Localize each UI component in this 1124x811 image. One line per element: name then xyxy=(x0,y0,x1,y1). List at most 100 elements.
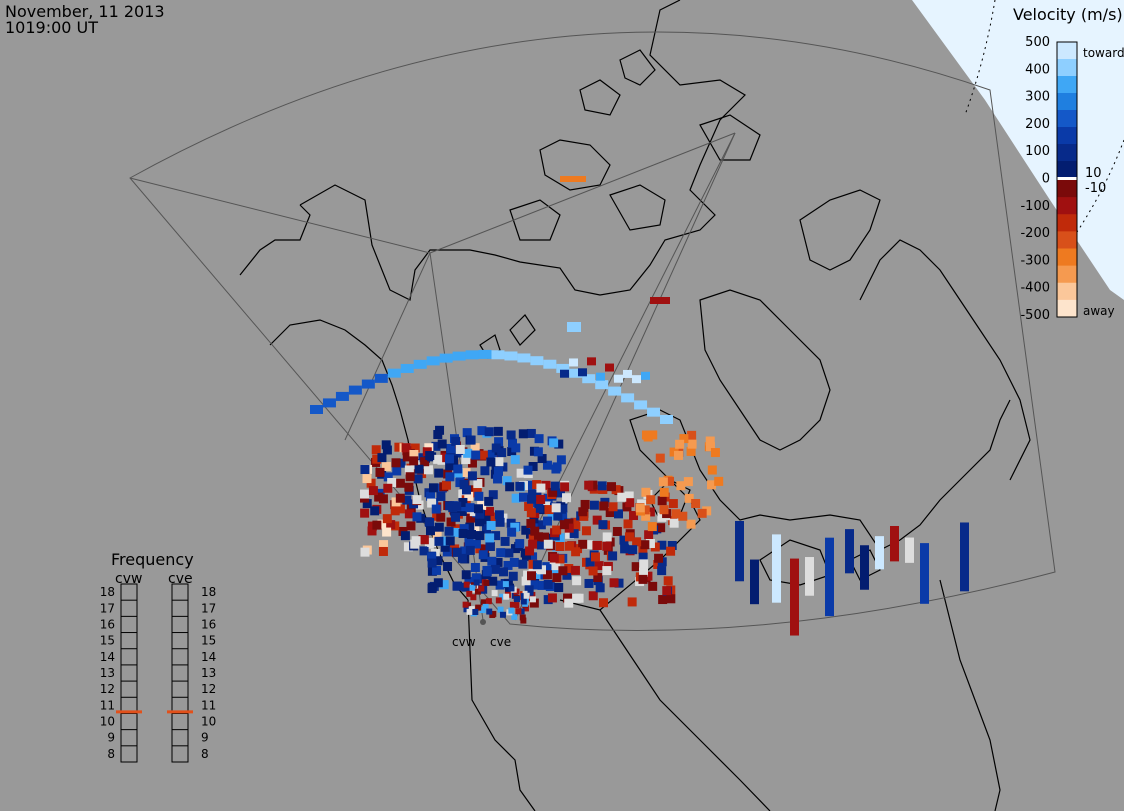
backscatter-cell xyxy=(589,500,599,510)
backscatter-cell xyxy=(382,445,392,455)
backscatter-cell xyxy=(455,444,465,454)
backscatter-cell xyxy=(413,359,427,369)
backscatter-cell xyxy=(543,359,557,369)
backscatter-cell xyxy=(484,427,494,437)
backscatter-cell xyxy=(491,531,501,541)
backscatter-cell xyxy=(406,504,416,514)
backscatter-cell xyxy=(564,541,574,551)
backscatter-cell xyxy=(436,491,446,501)
backscatter-cell xyxy=(502,476,512,486)
backscatter-cell xyxy=(439,536,449,546)
backscatter-cell xyxy=(547,593,557,603)
backscatter-cell xyxy=(497,448,507,458)
backscatter-cell xyxy=(515,539,525,549)
backscatter-cell xyxy=(562,493,572,503)
backscatter-cell xyxy=(570,565,580,575)
backscatter-cell xyxy=(419,546,429,556)
backscatter-cell xyxy=(552,462,562,472)
backscatter-cell xyxy=(530,356,544,366)
backscatter-cell xyxy=(536,483,546,493)
backscatter-cell xyxy=(461,570,471,580)
backscatter-cell xyxy=(563,593,573,603)
backscatter-cell xyxy=(571,521,581,531)
backscatter-cell xyxy=(671,509,681,519)
frequency-legend-title: Frequency xyxy=(111,550,194,569)
backscatter-cell xyxy=(860,545,869,590)
backscatter-cell xyxy=(383,483,393,493)
backscatter-cell xyxy=(360,489,370,499)
backscatter-cell xyxy=(465,503,475,513)
backscatter-cell xyxy=(445,472,455,482)
backscatter-cell xyxy=(503,560,513,570)
backscatter-cell xyxy=(362,499,372,509)
backscatter-cell xyxy=(706,480,716,490)
backscatter-cell xyxy=(667,540,677,550)
backscatter-cell xyxy=(480,599,487,606)
backscatter-cell xyxy=(542,570,552,580)
backscatter-cell xyxy=(536,565,546,575)
velocity-colorbar xyxy=(1057,42,1077,318)
backscatter-cell xyxy=(659,505,669,515)
backscatter-cell xyxy=(599,501,609,511)
backscatter-cell xyxy=(479,607,486,614)
backscatter-cell xyxy=(452,581,462,591)
backscatter-cell xyxy=(491,590,498,597)
backscatter-cell xyxy=(920,543,929,604)
backscatter-cell xyxy=(377,453,387,463)
backscatter-cell xyxy=(425,451,435,461)
backscatter-cell xyxy=(638,574,648,584)
backscatter-cell xyxy=(412,512,422,522)
backscatter-cell xyxy=(537,580,547,590)
backscatter-cell xyxy=(588,566,598,576)
velocity-legend-title: Velocity (m/s) xyxy=(1013,5,1123,24)
backscatter-cell xyxy=(451,436,461,446)
backscatter-cell xyxy=(517,353,531,363)
colorbar-swatch xyxy=(1057,299,1077,318)
backscatter-cell xyxy=(473,579,480,586)
backscatter-cell xyxy=(526,519,536,529)
backscatter-cell xyxy=(567,322,581,332)
backscatter-cell xyxy=(710,448,720,458)
backscatter-cell xyxy=(433,430,443,440)
backscatter-cell xyxy=(465,545,475,555)
backscatter-cell xyxy=(548,487,558,497)
backscatter-cell xyxy=(657,566,667,576)
backscatter-cell xyxy=(638,544,648,554)
backscatter-cell xyxy=(378,546,388,556)
backscatter-cell xyxy=(433,556,443,566)
backscatter-cell xyxy=(578,368,587,377)
backscatter-cell xyxy=(476,574,486,584)
backscatter-cell xyxy=(487,449,497,459)
backscatter-cell xyxy=(478,585,485,592)
backscatter-cell xyxy=(477,426,487,436)
backscatter-cell xyxy=(475,604,482,611)
backscatter-cell xyxy=(565,529,575,539)
backscatter-cell xyxy=(446,517,456,527)
backscatter-cell xyxy=(409,449,419,459)
backscatter-cell xyxy=(445,501,455,511)
backscatter-cell xyxy=(606,482,616,492)
backscatter-cell xyxy=(383,472,393,482)
backscatter-cell xyxy=(413,474,423,484)
backscatter-cell xyxy=(490,610,497,617)
backscatter-cell xyxy=(624,491,634,501)
backscatter-cell xyxy=(474,588,481,595)
frequency-tick-label: 14 xyxy=(100,650,115,664)
frequency-tick-label: 14 xyxy=(201,650,216,664)
backscatter-cell xyxy=(528,534,538,544)
backscatter-cell xyxy=(463,581,470,588)
backscatter-cell xyxy=(665,476,675,486)
backscatter-cell xyxy=(499,567,509,577)
velocity-tick-label: -500 xyxy=(1020,308,1050,323)
backscatter-cell xyxy=(595,380,609,390)
backscatter-cell xyxy=(521,576,531,586)
velocity-tick-label: -100 xyxy=(1020,199,1050,214)
backscatter-cell xyxy=(845,529,854,574)
backscatter-cell xyxy=(360,465,370,475)
backscatter-cell xyxy=(537,454,547,464)
frequency-tick-label: 17 xyxy=(201,601,216,615)
velocity-tick-labels: 500 400 300 200 100 0 -100 -200 -300 -400 -500 xyxy=(1020,35,1050,323)
backscatter-cell xyxy=(485,507,495,517)
backscatter-cell xyxy=(553,511,563,521)
backscatter-cell xyxy=(479,544,489,554)
